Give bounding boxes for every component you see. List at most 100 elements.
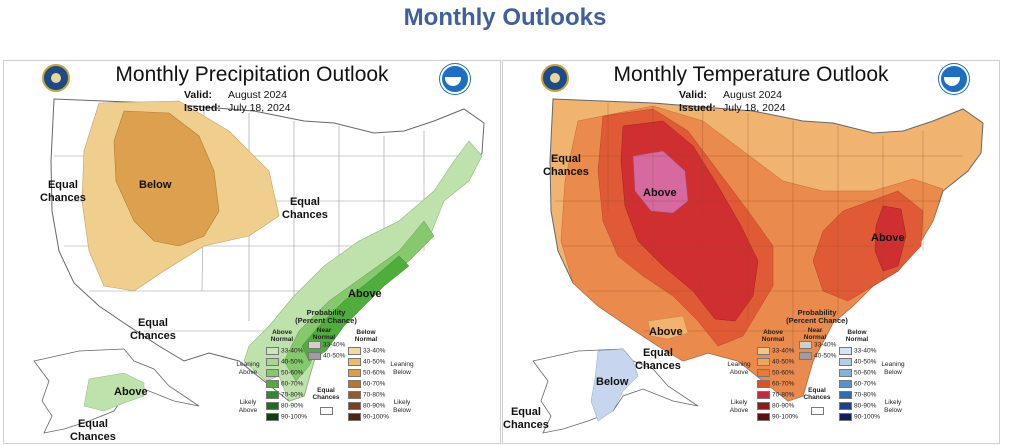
state-borders bbox=[553, 103, 963, 351]
legend-likely-above: Likely Above bbox=[238, 399, 258, 414]
legend-swatch bbox=[348, 358, 361, 366]
legend-range: 90-100% bbox=[854, 413, 881, 421]
legend-below-row: 80-90% bbox=[839, 402, 876, 410]
label-equal-chances-alaska: Equal Chances bbox=[635, 347, 681, 372]
legend-swatch bbox=[757, 380, 770, 388]
temp-peak-region bbox=[632, 150, 689, 214]
precipitation-outlook-panel: Monthly Precipitation Outlook Valid: Augu… bbox=[3, 60, 501, 444]
legend-below-row: 33-40% bbox=[839, 347, 876, 355]
precip-issued-label: Issued: bbox=[184, 102, 221, 114]
legend-swatch bbox=[348, 347, 361, 355]
legend-swatch bbox=[757, 391, 770, 399]
legend-swatch bbox=[348, 391, 361, 399]
precip-issued-value: July 18, 2024 bbox=[228, 102, 291, 114]
legend-swatch bbox=[839, 380, 852, 388]
legend-swatch bbox=[266, 347, 279, 355]
legend-below-row: 40-50% bbox=[839, 358, 876, 366]
legend-range: 40-50% bbox=[814, 352, 837, 360]
label-equal-chances-alaska: Equal Chances bbox=[130, 317, 176, 342]
legend-above-row: 90-100% bbox=[266, 413, 307, 421]
legend-range: 40-50% bbox=[363, 358, 386, 366]
label-equal-chances-bottom: Equal Chances bbox=[503, 406, 549, 431]
legend-near-row: 33-40% bbox=[799, 341, 836, 349]
legend-below-row: 33-40% bbox=[348, 347, 385, 355]
legend-col-below: Below Normal bbox=[845, 329, 869, 343]
label-equal-chances-center: Equal Chances bbox=[282, 196, 328, 221]
legend-equal-chances: Equal Chances bbox=[803, 387, 831, 401]
legend-below-row: 80-90% bbox=[348, 402, 385, 410]
legend-below-row: 90-100% bbox=[348, 413, 389, 421]
legend-range: 33-40% bbox=[323, 341, 346, 349]
legend-swatch bbox=[266, 358, 279, 366]
legend-below-row: 60-70% bbox=[839, 380, 876, 388]
legend-above-row: 33-40% bbox=[266, 347, 303, 355]
legend-range: 80-90% bbox=[281, 402, 304, 410]
legend-leaning-above: Leaning Above bbox=[727, 361, 751, 376]
temp-valid-label: Valid: bbox=[679, 89, 708, 101]
legend-swatch bbox=[757, 413, 770, 421]
legend-swatch bbox=[799, 352, 812, 360]
temp-issued-value: July 18, 2024 bbox=[723, 102, 786, 114]
legend-above-row: 50-60% bbox=[757, 369, 794, 377]
legend-range: 80-90% bbox=[854, 402, 877, 410]
legend-range: 40-50% bbox=[772, 358, 795, 366]
noaa-logo-icon bbox=[440, 64, 470, 94]
legend-range: 40-50% bbox=[281, 358, 304, 366]
legend-swatch bbox=[266, 380, 279, 388]
alaska-above-region bbox=[647, 315, 689, 340]
legend-col-near: Near Normal bbox=[312, 327, 336, 341]
legend-likely-above: Likely Above bbox=[729, 399, 749, 414]
legend-above-row: 70-80% bbox=[757, 391, 794, 399]
legend-range: 80-90% bbox=[363, 402, 386, 410]
temp-valid-value: August 2024 bbox=[723, 89, 782, 101]
legend-above-row: 40-50% bbox=[266, 358, 303, 366]
legend-swatch bbox=[266, 402, 279, 410]
legend-range: 33-40% bbox=[854, 347, 877, 355]
legend-range: 90-100% bbox=[772, 413, 799, 421]
legend-range: 33-40% bbox=[814, 341, 837, 349]
legend-swatch bbox=[839, 413, 852, 421]
legend-swatch bbox=[757, 358, 770, 366]
legend-col-above: Above Normal bbox=[761, 329, 785, 343]
legend-col-above: Above Normal bbox=[270, 329, 294, 343]
legend-swatch bbox=[266, 369, 279, 377]
legend-swatch bbox=[757, 347, 770, 355]
legend-range: 80-90% bbox=[772, 402, 795, 410]
legend-swatch bbox=[348, 369, 361, 377]
label-equal-chances-west: Equal Chances bbox=[543, 153, 589, 178]
temp-dates: Valid: August 2024 Issued: July 18, 2024 bbox=[679, 89, 785, 115]
legend-near-row: 40-50% bbox=[799, 352, 836, 360]
temp-legend: Probability (Percent Chance) Above Normal… bbox=[727, 309, 907, 441]
doc-seal-icon bbox=[541, 64, 569, 92]
temp-issued-label: Issued: bbox=[679, 102, 716, 114]
legend-below-row: 60-70% bbox=[348, 380, 385, 388]
legend-swatch bbox=[308, 341, 321, 349]
legend-col-below: Below Normal bbox=[354, 329, 378, 343]
legend-swatch bbox=[839, 369, 852, 377]
legend-near-row: 33-40% bbox=[308, 341, 345, 349]
legend-range: 40-50% bbox=[854, 358, 877, 366]
legend-swatch bbox=[757, 402, 770, 410]
legend-range: 60-70% bbox=[363, 380, 386, 388]
legend-below-row: 70-80% bbox=[348, 391, 385, 399]
legend-range: 50-60% bbox=[772, 369, 795, 377]
legend-range: 60-70% bbox=[281, 380, 304, 388]
legend-title: Probability (Percent Chance) bbox=[295, 308, 357, 325]
legend-range: 90-100% bbox=[281, 413, 308, 421]
label-above-east: Above bbox=[871, 232, 905, 244]
legend-swatch bbox=[839, 402, 852, 410]
label-above-alaska: Above bbox=[114, 386, 148, 398]
legend-swatch bbox=[348, 402, 361, 410]
legend-likely-below: Likely Below bbox=[884, 399, 902, 414]
legend-swatch bbox=[839, 358, 852, 366]
legend-below-row: 90-100% bbox=[839, 413, 880, 421]
legend-range: 40-50% bbox=[323, 352, 346, 360]
legend-swatch bbox=[348, 413, 361, 421]
legend-equal-chances: Equal Chances bbox=[312, 387, 340, 401]
legend-near-row: 40-50% bbox=[308, 352, 345, 360]
legend-above-row: 60-70% bbox=[757, 380, 794, 388]
precipitation-map bbox=[33, 98, 485, 434]
legend-equal-swatch bbox=[320, 407, 333, 415]
legend-range: 33-40% bbox=[281, 347, 304, 355]
legend-swatch bbox=[757, 369, 770, 377]
